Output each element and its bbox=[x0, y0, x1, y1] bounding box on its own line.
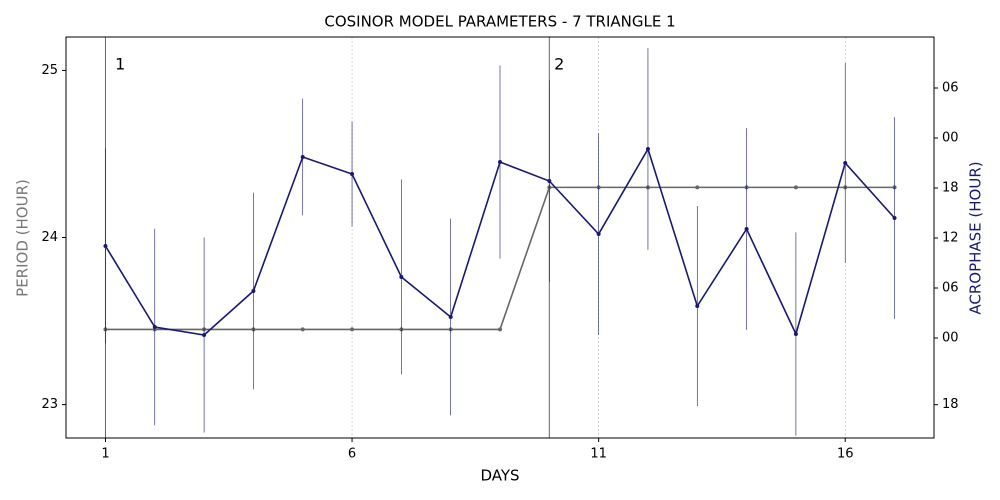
annotation: 1 bbox=[115, 55, 125, 74]
y2-tick-label: 00 bbox=[942, 131, 959, 146]
y-tick-label: 24 bbox=[41, 230, 58, 245]
point bbox=[103, 244, 108, 248]
point bbox=[645, 147, 650, 151]
point bbox=[695, 185, 700, 190]
plot-frame bbox=[65, 36, 935, 439]
point bbox=[892, 216, 897, 220]
annotation: 2 bbox=[554, 55, 564, 74]
y2-tick-label: 06 bbox=[942, 81, 959, 96]
point bbox=[399, 275, 404, 279]
y2-tick-label: 00 bbox=[942, 331, 959, 346]
point bbox=[350, 327, 355, 332]
y2-tick-label: 18 bbox=[942, 397, 959, 412]
point bbox=[498, 327, 502, 332]
x-axis-label: DAYS bbox=[480, 467, 519, 485]
point bbox=[793, 185, 798, 190]
point bbox=[695, 304, 700, 308]
point bbox=[744, 227, 749, 231]
y-tick-label: 25 bbox=[41, 63, 58, 78]
point bbox=[350, 172, 355, 176]
point bbox=[300, 155, 305, 159]
point bbox=[202, 333, 207, 337]
y2-tick-label: 06 bbox=[942, 281, 959, 296]
x-tick-label: 6 bbox=[348, 447, 356, 462]
point bbox=[596, 232, 601, 236]
x-tick-label: 16 bbox=[837, 447, 854, 462]
chart-title: COSINOR MODEL PARAMETERS - 7 TRIANGLE 1 bbox=[324, 13, 675, 31]
point bbox=[152, 325, 157, 329]
point bbox=[843, 161, 848, 165]
point bbox=[448, 315, 453, 319]
point bbox=[251, 289, 256, 293]
point bbox=[793, 332, 798, 336]
point bbox=[498, 160, 502, 164]
x-tick-label: 1 bbox=[101, 447, 109, 462]
y2-tick-label: 12 bbox=[942, 231, 959, 246]
y2-axis-label: ACROPHASE (HOUR) bbox=[967, 161, 985, 314]
point bbox=[547, 179, 552, 183]
x-tick-label: 11 bbox=[590, 447, 607, 462]
y-tick-label: 23 bbox=[41, 397, 58, 412]
y2-tick-label: 18 bbox=[942, 181, 959, 196]
y-axis-label: PERIOD (HOUR) bbox=[14, 179, 32, 297]
point bbox=[300, 327, 305, 332]
